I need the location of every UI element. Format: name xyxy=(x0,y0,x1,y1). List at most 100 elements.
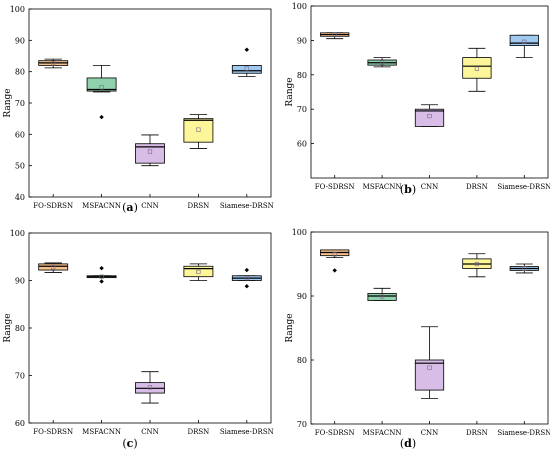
y-tick-label: 90 xyxy=(297,36,307,45)
y-tick-label: 50 xyxy=(15,162,25,171)
y-tick-label: 60 xyxy=(15,130,25,139)
y-tick-label: 90 xyxy=(15,36,25,45)
chart-panel-1: 40 50 60 70 80 90 100 Range FO-SDRSN MSFACNN CNN DR… xyxy=(3,5,274,214)
box-cnn xyxy=(135,371,165,404)
mean-marker xyxy=(99,85,104,90)
x-tick-label: MSFACNN xyxy=(363,183,402,191)
y-tick-label: 70 xyxy=(15,99,25,108)
panel-label: (d) xyxy=(400,437,416,450)
y-tick-label: 100 xyxy=(10,229,25,238)
x-tick-label: FO-SDRSN xyxy=(33,202,73,210)
panel-label: (c) xyxy=(122,437,137,450)
box-iqr xyxy=(509,34,539,46)
box-fo-sdrsn xyxy=(320,249,350,273)
y-tick-label: 90 xyxy=(15,277,25,286)
box-fo-sdrsn xyxy=(320,32,350,40)
x-tick-label: Siamese-DRSN xyxy=(220,202,274,210)
box-iqr xyxy=(414,359,445,391)
box-drsn xyxy=(183,263,214,281)
box-iqr xyxy=(86,77,117,92)
x-tick-label: DRSN xyxy=(187,202,209,210)
box-msfacnn xyxy=(86,65,117,120)
mean-marker xyxy=(332,32,337,37)
y-tick-label: 60 xyxy=(297,140,307,149)
box-cnn xyxy=(414,104,445,127)
x-tick-label: DRSN xyxy=(187,428,209,436)
y-tick-label: 100 xyxy=(292,2,307,11)
mean-marker xyxy=(51,265,56,270)
box-siamese-drsn xyxy=(509,263,539,274)
plot-frame xyxy=(310,5,549,179)
y-tick-label: 90 xyxy=(297,292,307,301)
mean-marker xyxy=(196,127,201,132)
mean-marker xyxy=(147,385,153,390)
box-drsn xyxy=(462,253,492,278)
outlier-point xyxy=(244,267,249,273)
box-siamese-drsn xyxy=(231,267,262,289)
box-iqr xyxy=(183,265,214,278)
panel-label: (b) xyxy=(400,183,416,196)
mean-marker xyxy=(522,266,527,271)
y-tick-label: 80 xyxy=(297,71,307,80)
mean-marker xyxy=(332,252,337,257)
y-tick-label: 100 xyxy=(292,228,307,237)
box-cnn xyxy=(135,134,165,167)
y-tick-label: 80 xyxy=(297,356,307,365)
mean-marker xyxy=(474,66,480,71)
box-fo-sdrsn xyxy=(38,58,69,69)
x-tick-label: Siamese-DRSN xyxy=(497,183,550,191)
x-tick-label: CNN xyxy=(141,428,159,436)
x-tick-label: Siamese-DRSN xyxy=(497,429,550,437)
x-tick-label: MSFACNN xyxy=(82,428,121,436)
mean-marker xyxy=(474,261,480,267)
box-msfacnn xyxy=(367,287,397,301)
mean-marker xyxy=(522,39,527,44)
x-tick-label: CNN xyxy=(141,202,159,210)
y-tick-label: 70 xyxy=(297,105,307,114)
box-iqr xyxy=(38,263,69,271)
outlier-point xyxy=(332,268,337,273)
box-siamese-drsn xyxy=(231,47,262,77)
box-iqr xyxy=(183,118,214,143)
box-cnn xyxy=(414,326,445,399)
x-tick-label: MSFACNN xyxy=(363,429,402,437)
y-axis-label: Range xyxy=(285,77,295,106)
mean-marker xyxy=(51,61,56,66)
chart-panel-3: 60 70 80 90 100 Range FO-SDRSN MSFACNN CNN DRSN Si… xyxy=(3,229,274,450)
x-tick-label: DRSN xyxy=(466,429,488,437)
y-tick-label: 70 xyxy=(297,420,307,429)
outlier-point xyxy=(244,284,249,289)
box-drsn xyxy=(183,114,214,149)
x-tick-label: MSFACNN xyxy=(82,202,121,210)
x-tick-label: FO-SDRSN xyxy=(33,428,73,436)
outlier-point xyxy=(99,279,104,284)
y-axis-label: Range xyxy=(3,88,13,117)
chart-panel-2: 60 70 80 90 100 Range FO-SDRSN MSFACNN CNN DRSN Si… xyxy=(285,2,550,196)
x-tick-label: FO-SDRSN xyxy=(315,183,355,191)
box-iqr xyxy=(367,293,397,301)
x-tick-label: DRSN xyxy=(466,183,488,191)
panel-label: (a) xyxy=(122,201,138,214)
box-iqr xyxy=(231,65,262,74)
box-iqr xyxy=(462,57,492,79)
x-tick-label: Siamese-DRSN xyxy=(220,428,274,436)
mean-marker xyxy=(147,149,153,154)
mean-marker xyxy=(244,276,249,281)
mean-marker xyxy=(427,365,432,370)
mean-marker xyxy=(196,269,201,275)
outlier-point xyxy=(99,265,104,271)
y-tick-label: 80 xyxy=(15,68,25,77)
outlier-point xyxy=(99,114,104,120)
y-tick-label: 80 xyxy=(15,324,25,333)
mean-marker xyxy=(379,294,385,299)
box-msfacnn xyxy=(367,57,397,68)
box-drsn xyxy=(462,47,492,92)
box-siamese-drsn xyxy=(509,34,539,58)
plot-frame xyxy=(28,8,272,198)
mean-marker xyxy=(427,113,432,119)
y-tick-label: 60 xyxy=(15,419,25,428)
mean-marker xyxy=(379,60,385,65)
mean-marker xyxy=(244,66,249,71)
